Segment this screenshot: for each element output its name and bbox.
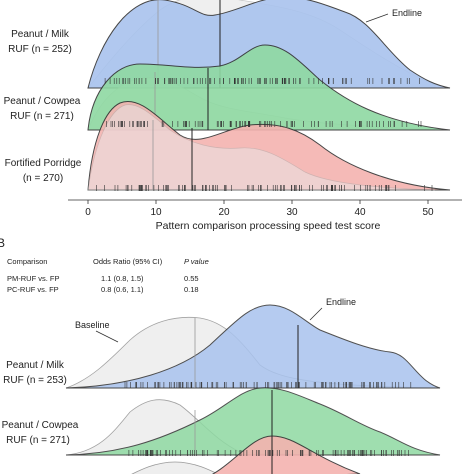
panel-a: Endline Peanut / Milk RUF (n = 252) Pean… bbox=[4, 0, 451, 191]
group-label-pm-a-2: RUF (n = 252) bbox=[8, 44, 72, 55]
endline-annotation-a: Endline bbox=[392, 8, 422, 18]
group-label-pc-a-2: RUF (n = 271) bbox=[10, 111, 74, 122]
density-baseline-fp-b bbox=[131, 461, 219, 474]
x-tick-label: 30 bbox=[286, 207, 298, 218]
endline-pointer-b bbox=[309, 307, 323, 321]
group-label-pc-b-2: RUF (n = 271) bbox=[6, 435, 70, 446]
x-tick-label: 40 bbox=[354, 207, 366, 218]
x-tick-label: 50 bbox=[422, 207, 434, 218]
baseline-annotation-b: Baseline bbox=[75, 320, 110, 330]
table-row-1-p: 0.55 bbox=[184, 274, 199, 283]
endline-annotation-b: Endline bbox=[326, 297, 356, 307]
baseline-pointer-b bbox=[95, 330, 119, 343]
table-row-2-p: 0.18 bbox=[184, 285, 199, 294]
group-label-pm-b-1: Peanut / Milk bbox=[6, 360, 65, 371]
odds-ratio-table: Comparison Odds Ratio (95% CI) P value P… bbox=[7, 257, 209, 294]
panel-b bbox=[65, 304, 441, 474]
x-axis-label: Pattern comparison processing speed test… bbox=[156, 220, 381, 232]
x-ticks-a: 0 10 20 30 40 50 bbox=[85, 200, 434, 218]
density-endline-pc-a bbox=[87, 44, 451, 131]
density-endline-pm-b bbox=[65, 304, 441, 389]
table-row-1-comparison: PM-RUF vs. FP bbox=[7, 274, 60, 283]
group-label-fp-a-2: (n = 270) bbox=[23, 173, 63, 184]
rug-marks-a bbox=[96, 78, 433, 191]
group-label-fp-a-1: Fortified Porridge bbox=[5, 158, 82, 169]
group-label-pc-a-1: Peanut / Cowpea bbox=[4, 96, 81, 107]
x-tick-label: 20 bbox=[218, 207, 230, 218]
group-label-pc-b-1: Peanut / Cowpea bbox=[2, 420, 79, 431]
panel-b-label: B bbox=[0, 236, 5, 250]
group-label-pm-b-2: RUF (n = 253) bbox=[3, 375, 67, 386]
rug-marks-b bbox=[124, 382, 412, 456]
x-axis-a: 0 10 20 30 40 50 Pattern comparison processin… bbox=[68, 199, 462, 232]
table-row-2-comparison: PC-RUF vs. FP bbox=[7, 285, 59, 294]
table-header-or: Odds Ratio (95% CI) bbox=[93, 257, 163, 266]
group-label-pm-a-1: Peanut / Milk bbox=[11, 29, 70, 40]
table-row-2-or: 0.8 (0.6, 1.1) bbox=[101, 285, 144, 294]
table-row-1-or: 1.1 (0.8, 1.5) bbox=[101, 274, 144, 283]
endline-pointer-a bbox=[365, 13, 389, 23]
x-tick-label: 10 bbox=[150, 207, 162, 218]
x-tick-label: 0 bbox=[85, 207, 91, 218]
density-endline-pc-b bbox=[65, 387, 441, 456]
table-header-p: P value bbox=[184, 257, 209, 266]
table-header-comparison: Comparison bbox=[7, 257, 47, 266]
density-baseline-fp-a bbox=[87, 104, 436, 191]
